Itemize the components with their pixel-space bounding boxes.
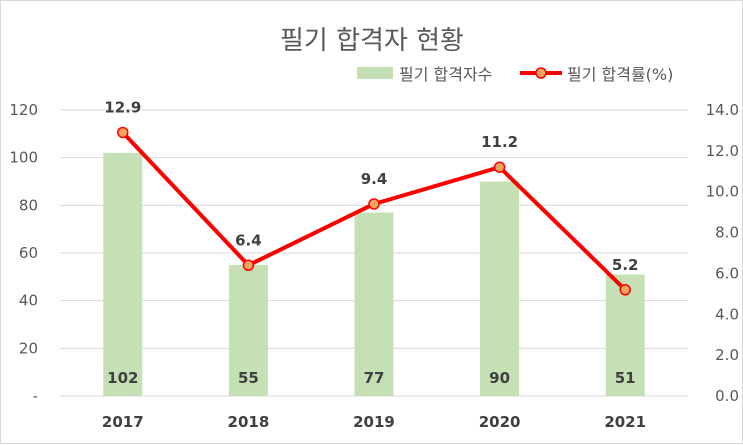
- category-label: 2021: [604, 413, 646, 431]
- line-data-label: 11.2: [481, 133, 518, 151]
- line-data-label: 9.4: [361, 170, 388, 188]
- left-tick-label: 20: [19, 339, 38, 357]
- right-tick-label: 2.0: [715, 346, 739, 364]
- bar: [354, 212, 394, 396]
- bar-data-label: 90: [489, 369, 510, 387]
- bar-data-label: 51: [615, 369, 636, 387]
- line-data-label: 12.9: [104, 98, 141, 116]
- line-data-label: 6.4: [235, 231, 262, 249]
- legend-marker-line: [535, 67, 547, 79]
- chart-title: 필기 합격자 현황: [280, 26, 464, 56]
- left-tick-label: 60: [19, 244, 38, 262]
- category-labels: 2017 2018 2019 2020 2021: [102, 413, 646, 431]
- left-axis-ticks: - 20 40 60 80 100 120: [9, 101, 38, 405]
- line-labels: 12.9 6.4 9.4 11.2 5.2: [104, 98, 638, 273]
- left-tick-label: -: [33, 387, 38, 405]
- right-tick-label: 4.0: [715, 305, 739, 323]
- right-tick-label: 0.0: [715, 387, 739, 405]
- bar: [228, 264, 268, 396]
- bar-series: [103, 152, 645, 396]
- bar: [103, 152, 143, 396]
- bar-data-label: 77: [364, 369, 385, 387]
- category-label: 2018: [228, 413, 270, 431]
- left-tick-label: 40: [19, 292, 38, 310]
- right-axis-ticks: 0.0 2.0 4.0 6.0 8.0 10.0 12.0 14.0: [706, 101, 739, 405]
- category-label: 2017: [102, 413, 144, 431]
- bar: [480, 181, 520, 396]
- left-tick-label: 120: [9, 101, 38, 119]
- right-tick-label: 8.0: [715, 224, 739, 242]
- line-point: [493, 161, 506, 173]
- right-tick-label: 12.0: [706, 142, 739, 160]
- line-series: [117, 126, 631, 296]
- right-tick-label: 14.0: [706, 101, 739, 119]
- line-point: [242, 259, 255, 272]
- right-tick-label: 6.0: [715, 264, 739, 282]
- bar-labels: 102 55 77 90 51: [107, 369, 635, 387]
- line-data-label: 5.2: [612, 256, 639, 274]
- legend-swatch-bars: [357, 67, 393, 79]
- bar-data-label: 102: [107, 369, 138, 387]
- left-tick-label: 100: [9, 149, 38, 167]
- right-tick-label: 10.0: [706, 183, 739, 201]
- category-label: 2019: [353, 413, 395, 431]
- line-point: [368, 198, 380, 210]
- legend: 필기 합격자수 필기 합격률(%): [357, 65, 673, 84]
- left-tick-label: 80: [19, 196, 38, 214]
- line-point: [117, 126, 129, 139]
- category-label: 2020: [479, 413, 521, 431]
- legend-label-bars: 필기 합격자수: [399, 65, 492, 84]
- line-point: [619, 284, 631, 296]
- legend-label-line: 필기 합격률(%): [567, 65, 673, 84]
- bar-data-label: 55: [238, 369, 259, 387]
